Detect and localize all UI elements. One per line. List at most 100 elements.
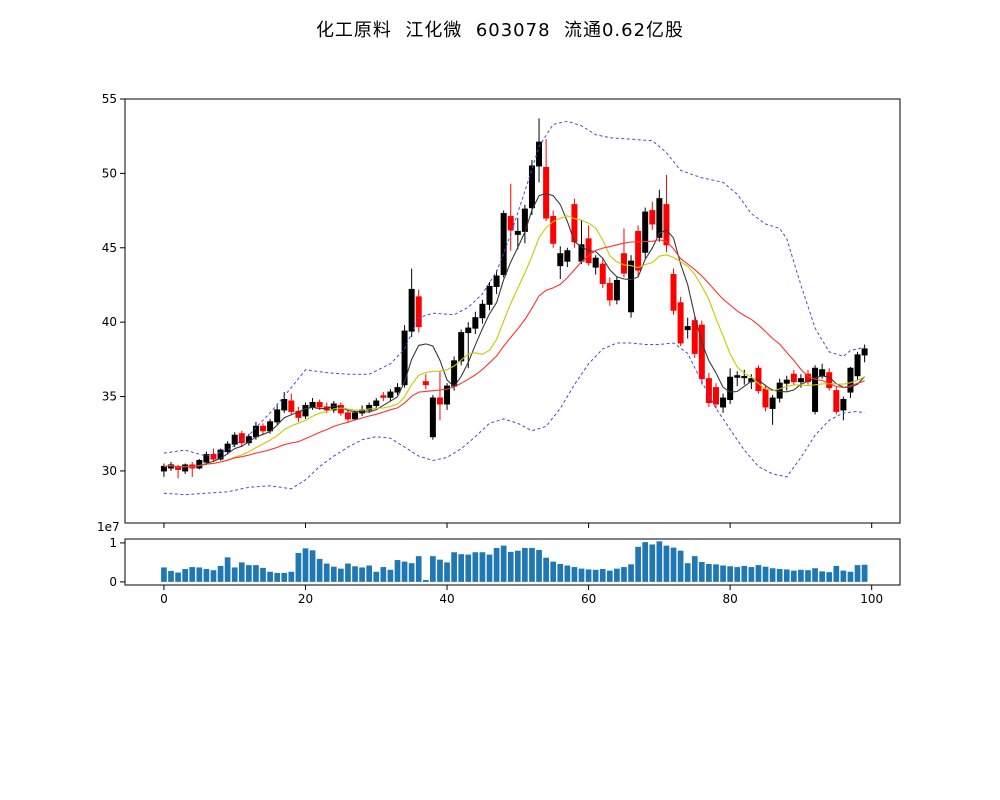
ma20-line: [163, 239, 865, 468]
volume-bar: [330, 566, 337, 582]
volume-bar: [783, 569, 790, 582]
volume-bar: [762, 566, 769, 582]
volume-bar: [338, 568, 344, 582]
candle-down: [422, 381, 429, 386]
volume-bar: [776, 569, 783, 582]
x-axis-tick-label: 60: [581, 592, 596, 606]
candle-up: [557, 253, 564, 267]
candle-up: [224, 443, 231, 453]
volume-bar: [642, 542, 649, 582]
candle-up: [812, 367, 819, 412]
volume-bar: [564, 565, 571, 582]
volume-bar: [394, 560, 401, 582]
candle-down: [436, 397, 443, 405]
candle-up: [486, 285, 493, 305]
volume-bar: [790, 570, 797, 582]
volume-bar: [373, 571, 380, 582]
volume-bar: [465, 554, 472, 582]
volume-bar: [798, 569, 804, 582]
volume-bar: [274, 572, 281, 582]
x-axis-tick-label: 0: [160, 592, 168, 606]
volume-bar: [345, 563, 351, 582]
volume-bar: [833, 565, 840, 582]
price-ytick-label: 35: [102, 390, 117, 404]
candle-up: [592, 257, 599, 268]
volume-bar: [748, 567, 755, 582]
candle-up: [352, 412, 359, 420]
volume-bar: [302, 548, 309, 582]
volume-ytick-label: 0: [109, 575, 117, 589]
candle-up: [797, 378, 804, 383]
candle-up: [536, 141, 543, 167]
candle-up: [514, 230, 521, 235]
candle-up: [429, 397, 436, 438]
volume-bar: [196, 567, 203, 582]
candle-up: [196, 460, 203, 469]
candle-down: [670, 274, 677, 311]
volume-bar: [260, 567, 266, 582]
candle-down: [677, 302, 684, 344]
candle-up: [203, 454, 210, 463]
candle-up: [373, 400, 380, 406]
candlestick-series: [160, 118, 868, 479]
volume-bar: [387, 569, 394, 582]
candle-up: [217, 449, 224, 460]
volume-bar: [628, 564, 634, 582]
volume-bar: [578, 568, 585, 582]
candle-up: [408, 288, 415, 332]
volume-bar: [826, 572, 833, 582]
candle-down: [833, 390, 840, 412]
volume-bar: [408, 563, 415, 582]
volume-bar: [210, 570, 217, 582]
volume-ytick-label: 1: [109, 536, 117, 550]
candle-down: [238, 433, 245, 444]
volume-bar: [571, 567, 578, 582]
volume-bar: [203, 569, 210, 582]
candle-up: [444, 385, 451, 405]
volume-bar: [514, 550, 521, 582]
candle-up: [302, 404, 309, 417]
candle-up: [394, 387, 401, 393]
volume-bar: [422, 579, 429, 582]
candle-up: [160, 465, 167, 472]
volume-bar: [698, 562, 705, 582]
volume-bar: [309, 550, 316, 582]
x-axis-tick-label: 80: [722, 592, 737, 606]
volume-bar: [316, 558, 323, 582]
volume-bar: [161, 567, 167, 582]
volume-bar: [224, 557, 231, 582]
volume-bars: [161, 541, 868, 582]
candle-down: [210, 454, 217, 460]
candle-down: [635, 230, 642, 271]
volume-bar: [755, 565, 762, 582]
price-ytick-label: 40: [102, 315, 117, 329]
volume-bar: [359, 567, 365, 582]
candle-up: [401, 330, 408, 386]
volume-bar: [479, 552, 486, 582]
volume-bar: [182, 569, 189, 582]
volume-bar: [472, 552, 479, 582]
candle-down: [507, 216, 514, 231]
volume-bar: [295, 553, 302, 582]
volume-bar: [217, 565, 224, 582]
candle-up: [387, 391, 394, 398]
volume-bar: [720, 565, 726, 582]
volume-bar: [649, 544, 656, 582]
volume-bar: [175, 572, 181, 582]
candle-up: [628, 260, 635, 313]
volume-bar: [606, 570, 613, 582]
candle-down: [691, 320, 698, 354]
volume-bar: [741, 565, 748, 582]
candle-up: [366, 404, 373, 411]
candle-down: [705, 378, 712, 403]
volume-bar: [486, 554, 493, 582]
volume-bar: [451, 552, 457, 582]
volume-bar: [656, 541, 663, 582]
volume-bar: [663, 545, 670, 582]
candle-down: [316, 401, 323, 408]
candle-down: [712, 387, 719, 405]
volume-bar: [706, 563, 712, 582]
price-ytick-label: 55: [102, 92, 117, 106]
volume-bar: [430, 556, 436, 582]
